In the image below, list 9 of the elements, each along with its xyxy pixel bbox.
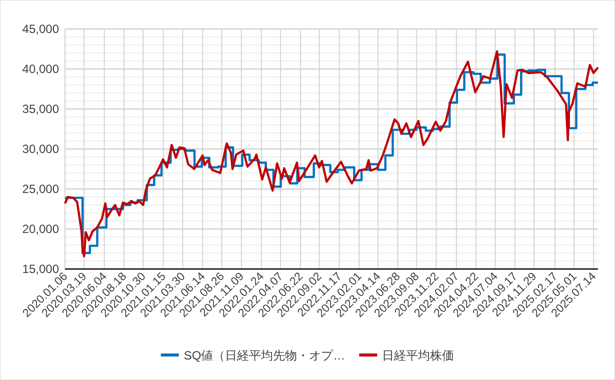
y-tick-label: 45,000 <box>22 22 60 36</box>
y-tick-label: 40,000 <box>22 62 60 76</box>
y-tick-label: 20,000 <box>22 222 60 236</box>
legend-label: 日経平均株価 <box>382 348 454 362</box>
y-tick-label: 35,000 <box>22 102 60 116</box>
y-tick-label: 30,000 <box>22 142 60 156</box>
y-tick-label: 15,000 <box>22 262 60 276</box>
legend-label: SQ値（日経平均先物・オプ… <box>184 348 346 362</box>
y-tick-label: 25,000 <box>22 182 60 196</box>
